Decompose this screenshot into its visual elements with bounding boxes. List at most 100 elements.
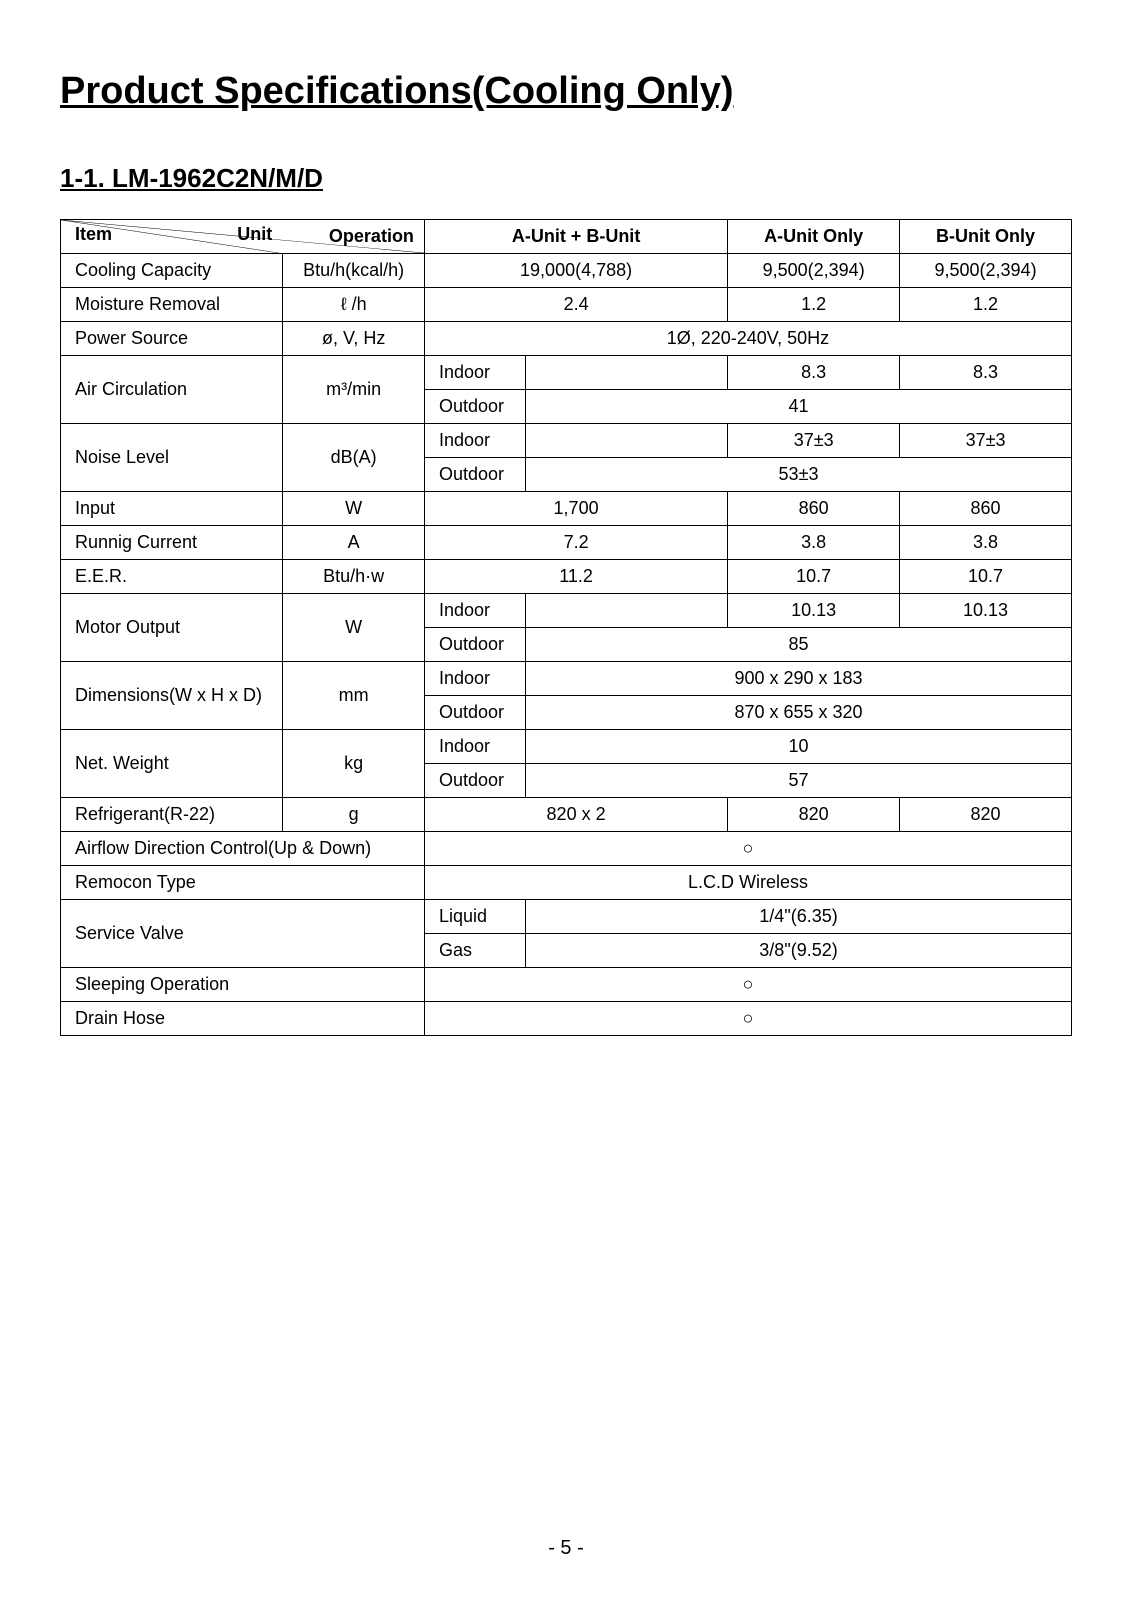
page: Product Specifications(Cooling Only) 1-1…	[0, 0, 1132, 1600]
cell-value: 870 x 655 x 320	[526, 696, 1072, 730]
cell-value: 860	[728, 492, 900, 526]
row-label: Input	[61, 492, 283, 526]
row-label: Remocon Type	[61, 866, 425, 900]
section-subtitle: 1-1. LM-1962C2N/M/D	[60, 163, 1072, 194]
page-title: Product Specifications(Cooling Only)	[60, 70, 1072, 113]
row-label: E.E.R.	[61, 560, 283, 594]
row-unit: ø, V, Hz	[283, 322, 425, 356]
row-label: Drain Hose	[61, 1002, 425, 1036]
cell-value: 9,500(2,394)	[900, 254, 1072, 288]
col-header-a: A-Unit Only	[728, 220, 900, 254]
header-item-label: Item	[75, 224, 112, 245]
row-label: Cooling Capacity	[61, 254, 283, 288]
table-row: Runnig Current A 7.2 3.8 3.8	[61, 526, 1072, 560]
cell-value: ○	[424, 1002, 1071, 1036]
cell-value	[526, 356, 728, 390]
cell-value: 3.8	[728, 526, 900, 560]
row-unit: g	[283, 798, 425, 832]
cell-value: 10.13	[728, 594, 900, 628]
row-label: Net. Weight	[61, 730, 283, 798]
subrow-label: Indoor	[424, 662, 525, 696]
cell-value: 820	[728, 798, 900, 832]
cell-value: ○	[424, 832, 1071, 866]
cell-value: 53±3	[526, 458, 1072, 492]
cell-value: 1.2	[728, 288, 900, 322]
subrow-label: Outdoor	[424, 628, 525, 662]
cell-value: 10	[526, 730, 1072, 764]
cell-value: 7.2	[424, 526, 727, 560]
row-unit: Btu/h·w	[283, 560, 425, 594]
cell-value: 57	[526, 764, 1072, 798]
col-header-b: B-Unit Only	[900, 220, 1072, 254]
table-row: Cooling Capacity Btu/h(kcal/h) 19,000(4,…	[61, 254, 1072, 288]
cell-value: 900 x 290 x 183	[526, 662, 1072, 696]
table-row: Air Circulation m³/min Indoor 8.3 8.3	[61, 356, 1072, 390]
row-label: Sleeping Operation	[61, 968, 425, 1002]
cell-value: 1/4"(6.35)	[526, 900, 1072, 934]
cell-value: 860	[900, 492, 1072, 526]
cell-value: 2.4	[424, 288, 727, 322]
cell-value: 3/8"(9.52)	[526, 934, 1072, 968]
table-row: E.E.R. Btu/h·w 11.2 10.7 10.7	[61, 560, 1072, 594]
table-row: Moisture Removal ℓ /h 2.4 1.2 1.2	[61, 288, 1072, 322]
table-row: Input W 1,700 860 860	[61, 492, 1072, 526]
subrow-label: Liquid	[424, 900, 525, 934]
subrow-label: Indoor	[424, 356, 525, 390]
cell-value: 85	[526, 628, 1072, 662]
row-label: Motor Output	[61, 594, 283, 662]
row-label: Refrigerant(R-22)	[61, 798, 283, 832]
table-row: Service Valve Liquid 1/4"(6.35)	[61, 900, 1072, 934]
row-unit: ℓ /h	[283, 288, 425, 322]
table-header-row: Operation Unit Item A-Unit + B-Unit A-Un…	[61, 220, 1072, 254]
spec-table: Operation Unit Item A-Unit + B-Unit A-Un…	[60, 219, 1072, 1036]
cell-value: 10.7	[728, 560, 900, 594]
page-number: - 5 -	[0, 1537, 1132, 1560]
subrow-label: Outdoor	[424, 696, 525, 730]
table-row: Remocon Type L.C.D Wireless	[61, 866, 1072, 900]
subrow-label: Indoor	[424, 424, 525, 458]
cell-value: 37±3	[728, 424, 900, 458]
row-unit: dB(A)	[283, 424, 425, 492]
cell-value: 8.3	[900, 356, 1072, 390]
table-row: Airflow Direction Control(Up & Down) ○	[61, 832, 1072, 866]
row-label: Airflow Direction Control(Up & Down)	[61, 832, 425, 866]
cell-value: 1.2	[900, 288, 1072, 322]
row-label: Service Valve	[61, 900, 425, 968]
table-row: Dimensions(W x H x D) mm Indoor 900 x 29…	[61, 662, 1072, 696]
row-label: Noise Level	[61, 424, 283, 492]
table-row: Noise Level dB(A) Indoor 37±3 37±3	[61, 424, 1072, 458]
table-row: Drain Hose ○	[61, 1002, 1072, 1036]
subrow-label: Outdoor	[424, 390, 525, 424]
cell-value: 3.8	[900, 526, 1072, 560]
header-unit-label: Unit	[237, 224, 272, 245]
row-label: Air Circulation	[61, 356, 283, 424]
cell-value: 41	[526, 390, 1072, 424]
subrow-label: Outdoor	[424, 764, 525, 798]
subrow-label: Indoor	[424, 730, 525, 764]
row-label: Runnig Current	[61, 526, 283, 560]
cell-value: 19,000(4,788)	[424, 254, 727, 288]
header-diagonal-cell: Operation Unit Item	[61, 220, 425, 254]
col-header-ab: A-Unit + B-Unit	[424, 220, 727, 254]
header-operation-label: Operation	[329, 226, 414, 247]
cell-value: 820 x 2	[424, 798, 727, 832]
row-label: Moisture Removal	[61, 288, 283, 322]
row-unit: mm	[283, 662, 425, 730]
cell-value: 820	[900, 798, 1072, 832]
table-row: Power Source ø, V, Hz 1Ø, 220-240V, 50Hz	[61, 322, 1072, 356]
table-row: Motor Output W Indoor 10.13 10.13	[61, 594, 1072, 628]
cell-value: 10.7	[900, 560, 1072, 594]
row-unit: Btu/h(kcal/h)	[283, 254, 425, 288]
cell-value: 9,500(2,394)	[728, 254, 900, 288]
row-unit: kg	[283, 730, 425, 798]
table-row: Refrigerant(R-22) g 820 x 2 820 820	[61, 798, 1072, 832]
cell-value: 11.2	[424, 560, 727, 594]
subrow-label: Indoor	[424, 594, 525, 628]
row-label: Dimensions(W x H x D)	[61, 662, 283, 730]
row-unit: A	[283, 526, 425, 560]
subrow-label: Gas	[424, 934, 525, 968]
row-unit: W	[283, 594, 425, 662]
cell-value: 8.3	[728, 356, 900, 390]
table-row: Net. Weight kg Indoor 10	[61, 730, 1072, 764]
cell-value: ○	[424, 968, 1071, 1002]
